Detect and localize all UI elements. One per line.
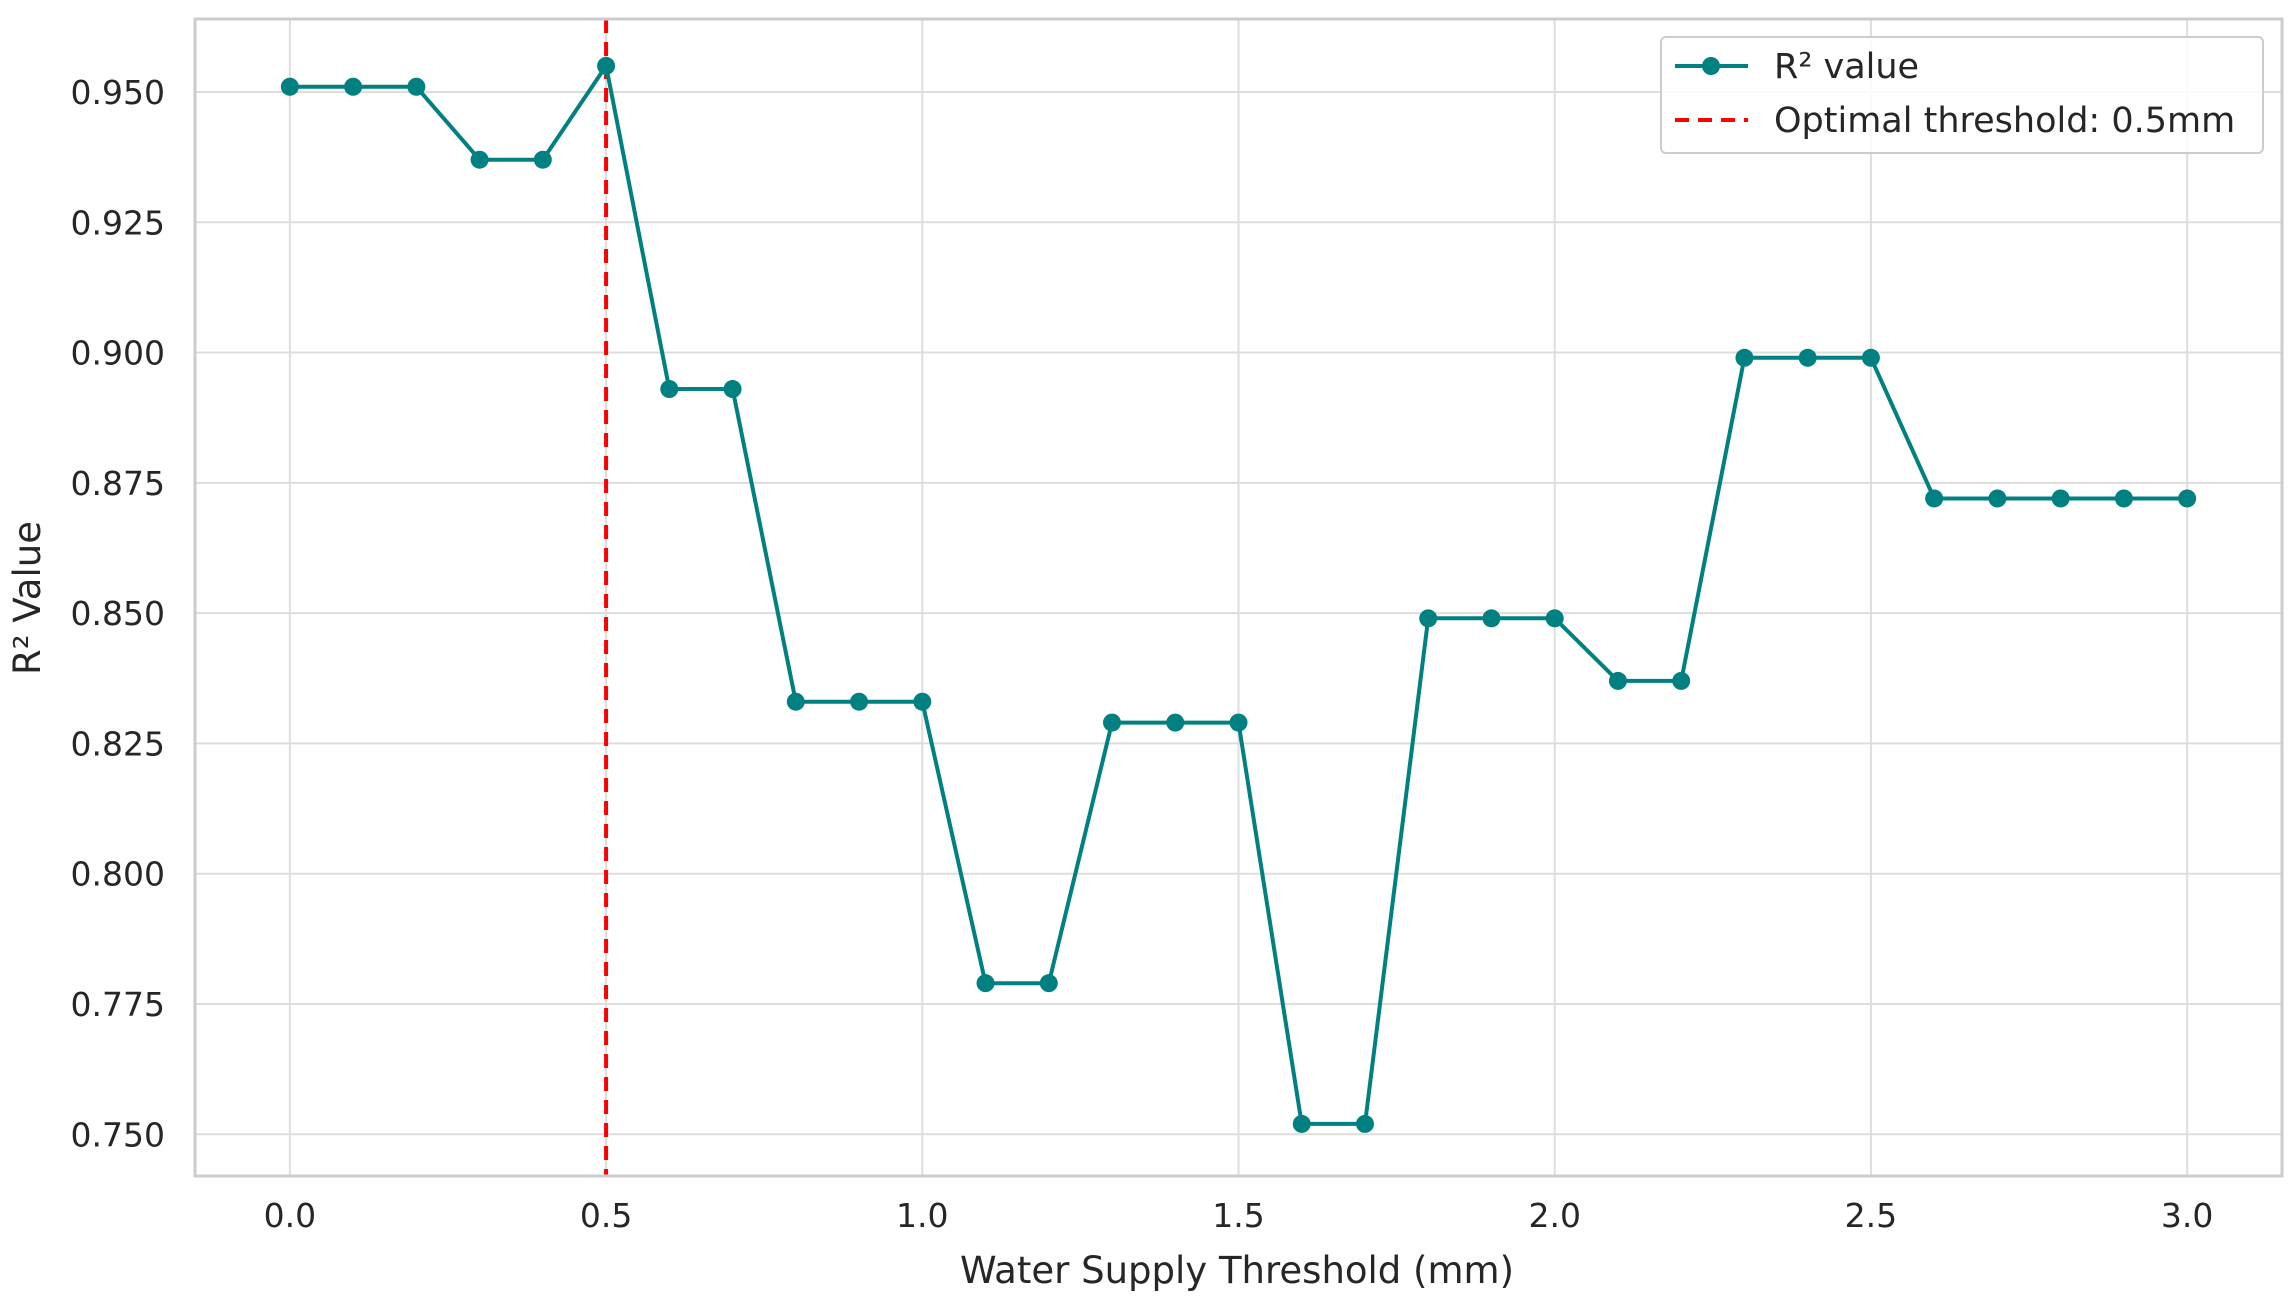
data-point: [1355, 1114, 1374, 1133]
x-tick-label: 0.0: [264, 1196, 316, 1235]
data-point: [1103, 713, 1122, 732]
data-point: [1672, 671, 1691, 690]
data-point: [344, 77, 363, 96]
data-point: [723, 380, 742, 399]
data-point: [1482, 609, 1501, 628]
data-point: [1545, 609, 1564, 628]
data-point: [786, 692, 805, 711]
data-point: [1735, 348, 1754, 367]
data-point: [470, 150, 489, 169]
y-tick-label: 0.800: [71, 855, 165, 894]
plot-border: [193, 17, 2284, 1178]
y-tick-label: 0.775: [71, 985, 165, 1024]
x-tick-label: 2.0: [1528, 1196, 1580, 1235]
y-tick-label: 0.925: [71, 203, 165, 242]
y-tick-label: 0.825: [71, 724, 165, 763]
data-point: [1988, 489, 2007, 508]
data-point: [1292, 1114, 1311, 1133]
y-tick-label: 0.900: [71, 334, 165, 373]
plot-frame: [193, 17, 2284, 1178]
data-point: [1039, 974, 1058, 993]
y-tick-label: 0.950: [71, 73, 165, 112]
grid: [195, 19, 2282, 1176]
legend: R² value Optimal threshold: 0.5mm: [1660, 36, 2264, 154]
y-tick-label: 0.750: [71, 1115, 165, 1154]
y-tick-label: 0.875: [71, 464, 165, 503]
data-point: [2114, 489, 2133, 508]
y-tick-label: 0.850: [71, 594, 165, 633]
data-point: [1229, 713, 1248, 732]
data-point: [407, 77, 426, 96]
series-layer: [280, 56, 2197, 1133]
data-point: [597, 56, 616, 75]
x-axis-label: Water Supply Threshold (mm): [960, 1249, 1514, 1292]
legend-label-series: R² value: [1774, 47, 1919, 87]
x-tick-label: 1.5: [1212, 1196, 1264, 1235]
legend-box: [1660, 36, 2264, 154]
data-point: [976, 974, 995, 993]
data-point: [660, 380, 679, 399]
data-point: [533, 150, 552, 169]
data-point: [850, 692, 869, 711]
x-tick-label: 0.5: [580, 1196, 632, 1235]
legend-label-threshold: Optimal threshold: 0.5mm: [1774, 101, 2235, 141]
x-tick-label: 1.0: [896, 1196, 948, 1235]
legend-marker-series: [1702, 57, 1720, 75]
y-axis-label: R² Value: [6, 521, 49, 675]
x-tick-label: 2.5: [1845, 1196, 1897, 1235]
data-point: [1166, 713, 1185, 732]
data-point: [1925, 489, 1944, 508]
data-point: [2051, 489, 2070, 508]
data-point: [1419, 609, 1438, 628]
data-point: [2178, 489, 2197, 508]
data-point: [280, 77, 299, 96]
data-point: [1798, 348, 1817, 367]
tick-labels: 0.0 0.5 1.0 1.5 2.0 2.5 3.0 0.750 0.775 0.800 0.82…: [71, 73, 2214, 1235]
data-point: [913, 692, 932, 711]
data-point: [1608, 671, 1627, 690]
data-point: [1861, 348, 1880, 367]
x-tick-label: 3.0: [2161, 1196, 2213, 1235]
